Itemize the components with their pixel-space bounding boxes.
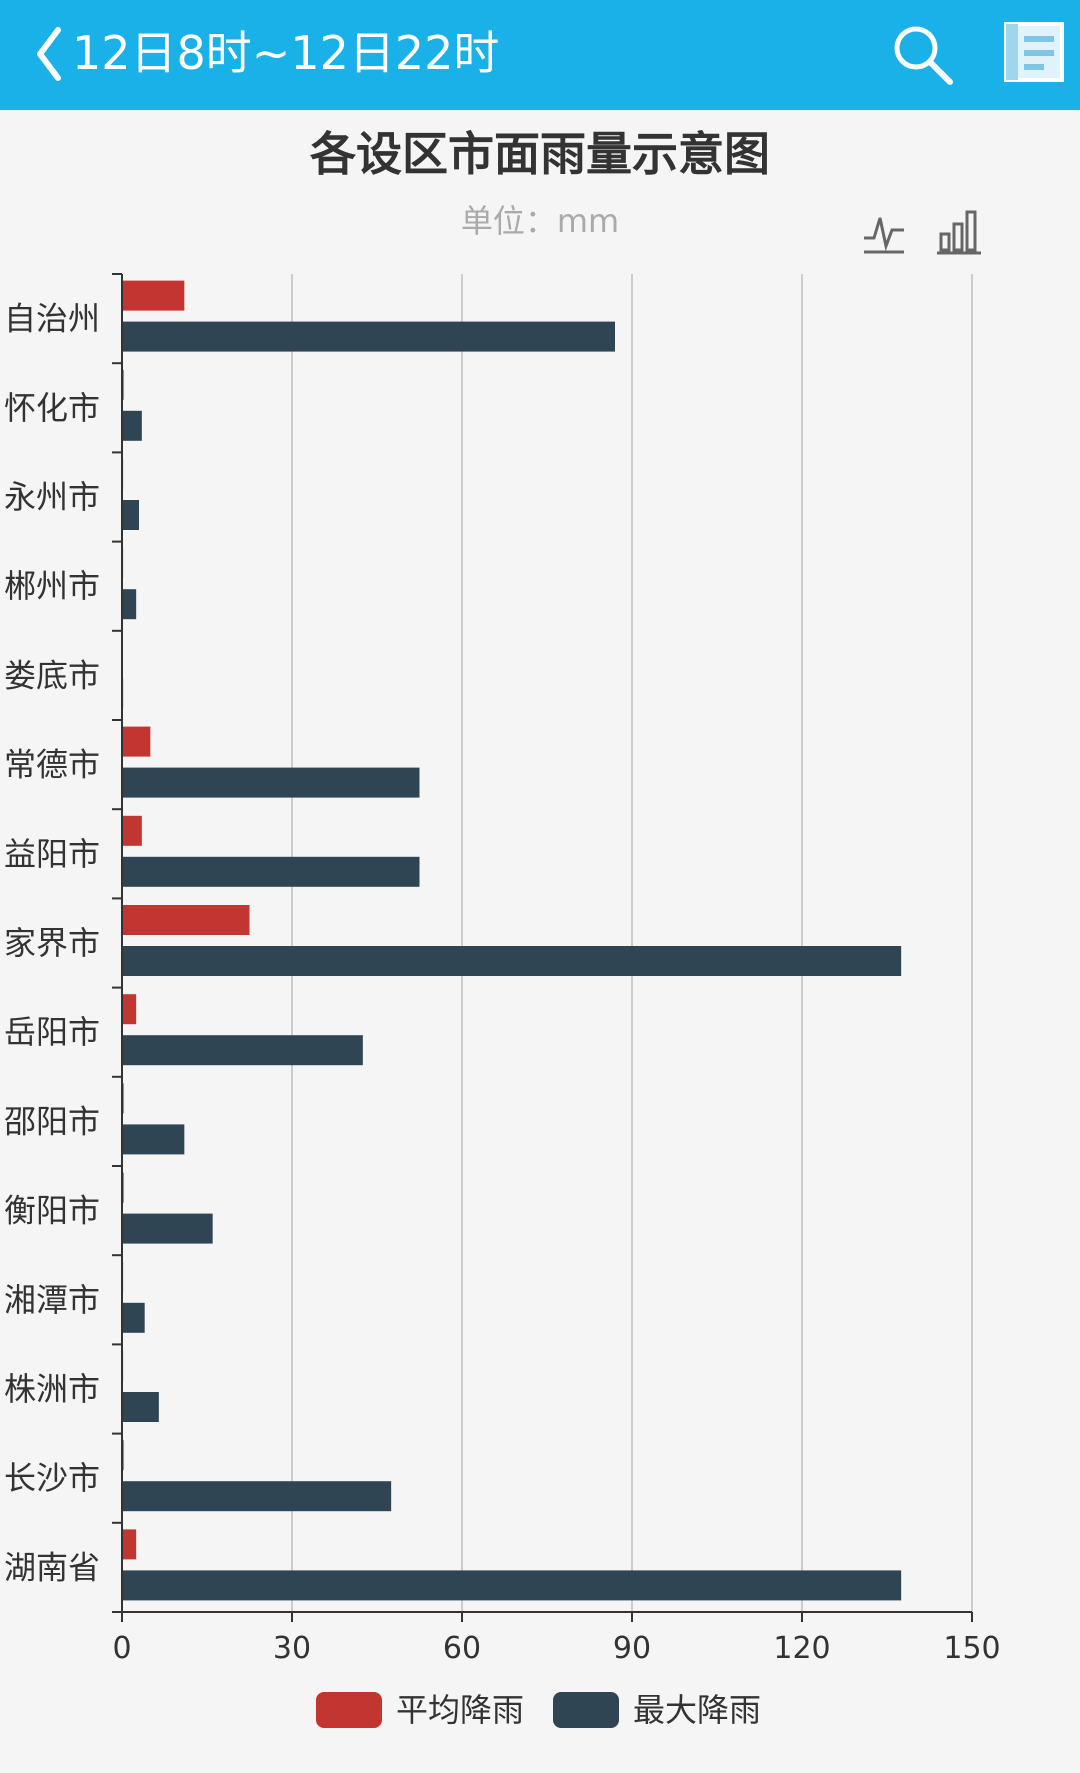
search-icon[interactable]	[888, 20, 958, 90]
category-label: 湘潭市	[4, 1281, 100, 1319]
top-bar: 12日8时~12日22时	[0, 0, 1080, 110]
x-tick-label: 60	[443, 1631, 481, 1666]
max-rainfall-bar	[123, 1481, 392, 1512]
max-rainfall-bar	[123, 500, 139, 530]
x-tick-label: 0	[112, 1631, 131, 1666]
category-label: 株洲市	[4, 1370, 100, 1408]
chart-title: 各设区市面雨量示意图	[310, 127, 770, 181]
x-tick-label: 90	[613, 1631, 651, 1666]
max-rainfall-bar	[123, 589, 137, 620]
category-label: 家界市	[4, 924, 100, 962]
category-label: 常德市	[4, 746, 100, 784]
max-rainfall-bar	[123, 1570, 902, 1601]
bar-chart: 自治州怀化市永州市郴州市娄底市常德市益阳市家界市岳阳市邵阳市衡阳市湘潭市株洲市长…	[4, 273, 1001, 1729]
legend-max-label: 最大降雨	[633, 1691, 761, 1729]
bar-chart-icon[interactable]	[935, 208, 983, 256]
avg-rainfall-bar	[123, 994, 137, 1025]
time-range-label[interactable]: 12日8时~12日22时	[72, 26, 500, 80]
line-chart-icon[interactable]	[860, 208, 908, 256]
avg-rainfall-bar	[123, 369, 124, 400]
legend-avg-swatch	[316, 1692, 382, 1728]
category-label: 郴州市	[4, 567, 100, 605]
max-rainfall-bar	[123, 767, 420, 798]
avg-rainfall-bar	[123, 1083, 124, 1114]
max-rainfall-bar	[123, 410, 142, 441]
calendar-icon[interactable]	[1000, 18, 1068, 86]
chevron-left-icon[interactable]	[34, 24, 64, 84]
x-tick-label: 120	[773, 1631, 830, 1666]
category-label: 衡阳市	[4, 1192, 100, 1230]
max-rainfall-bar	[123, 946, 902, 976]
avg-rainfall-bar	[123, 905, 250, 935]
chart-subtitle: 单位：mm	[460, 202, 620, 240]
x-tick-label: 30	[273, 1631, 311, 1666]
max-rainfall-bar	[123, 1124, 185, 1155]
max-rainfall-bar	[123, 1302, 145, 1333]
avg-rainfall-bar	[123, 1529, 137, 1560]
category-label: 长沙市	[4, 1459, 100, 1497]
category-label: 湖南省	[4, 1548, 100, 1586]
max-rainfall-bar	[123, 856, 420, 887]
max-rainfall-bar	[123, 321, 615, 352]
category-label: 怀化市	[4, 389, 100, 427]
category-label: 岳阳市	[4, 1013, 100, 1051]
category-label: 永州市	[4, 478, 100, 516]
avg-rainfall-bar	[123, 1172, 124, 1203]
avg-rainfall-bar	[123, 1440, 124, 1471]
avg-rainfall-bar	[123, 726, 151, 757]
category-label: 邵阳市	[4, 1102, 100, 1140]
x-tick-label: 150	[943, 1631, 1000, 1666]
avg-rainfall-bar	[123, 280, 185, 311]
category-label: 娄底市	[4, 656, 100, 694]
legend-avg-label: 平均降雨	[396, 1691, 524, 1729]
max-rainfall-bar	[123, 1213, 213, 1244]
max-rainfall-bar	[123, 1035, 363, 1066]
max-rainfall-bar	[123, 1392, 159, 1422]
category-label: 益阳市	[4, 835, 100, 873]
avg-rainfall-bar	[123, 815, 142, 846]
legend-max-swatch	[553, 1692, 619, 1728]
category-label: 自治州	[4, 300, 100, 338]
